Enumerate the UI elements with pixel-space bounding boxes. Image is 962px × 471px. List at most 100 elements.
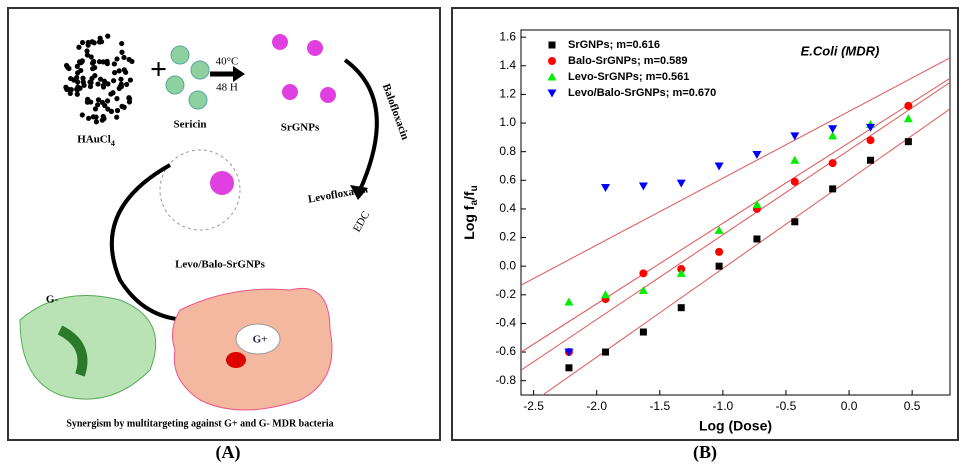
gold-dot <box>114 96 120 102</box>
legend-label: Levo/Balo-SrGNPs; m=0.670 <box>568 87 716 99</box>
gold-dot <box>100 82 106 89</box>
y-tick-label: -0.4 <box>495 316 516 330</box>
legend-label: Balo-SrGNPs; m=0.589 <box>568 55 688 67</box>
gold-dot <box>92 106 99 112</box>
gold-dot <box>99 99 105 105</box>
y-tick-label: 0.2 <box>499 230 516 244</box>
panel-label: (A) <box>216 442 241 463</box>
condition-label: 40°C <box>216 56 239 68</box>
gold-dot <box>121 67 127 73</box>
marker <box>714 225 724 234</box>
gold-dot <box>126 95 132 101</box>
marker <box>547 89 557 98</box>
gold-dot <box>93 119 100 125</box>
marker <box>564 297 574 306</box>
gold-dot <box>84 99 90 105</box>
y-label-part: u <box>469 185 480 191</box>
gold-dot <box>63 62 70 69</box>
gold-dot <box>93 114 99 120</box>
gold-salt <box>63 33 135 125</box>
marker <box>602 348 610 356</box>
fit-lines <box>521 57 950 395</box>
cell-label: G+ <box>253 334 268 346</box>
gold-dot <box>79 112 85 118</box>
x-tick-label: -0.5 <box>776 399 797 413</box>
fit-line <box>521 77 950 353</box>
marker <box>715 262 723 270</box>
gold-dot <box>68 75 74 82</box>
gold-dot <box>90 66 96 72</box>
cell-label: G- <box>46 294 59 306</box>
y-label-part: Log f <box>461 205 477 240</box>
gold-dot <box>95 97 102 103</box>
marker <box>867 156 875 164</box>
gold-dot <box>100 59 106 65</box>
marker <box>866 136 875 145</box>
gold-dot <box>91 40 97 46</box>
x-tick-label: -1.0 <box>713 399 734 413</box>
plot-frame <box>520 29 951 396</box>
gold-dot <box>74 74 80 81</box>
gold-dot <box>74 91 80 97</box>
gold-dot <box>97 76 104 82</box>
marker <box>676 268 686 277</box>
x-axis-label: Log (Dose) <box>699 418 772 434</box>
reagent-label: HAuCl4 <box>77 134 115 149</box>
gold-dot <box>85 39 91 46</box>
fit-line <box>521 81 950 371</box>
gold-dot <box>96 59 103 65</box>
legend-label: SrGNPs; m=0.616 <box>568 39 660 51</box>
gold-dot <box>79 39 86 46</box>
y-tick-label: 0.0 <box>499 258 516 272</box>
marker <box>828 131 838 140</box>
marker <box>639 328 647 336</box>
gold-dot <box>80 75 86 81</box>
panel-label: (B) <box>693 442 717 463</box>
marker <box>548 41 556 49</box>
arrow <box>109 163 191 322</box>
gold-dot <box>104 58 110 64</box>
marker <box>904 101 913 110</box>
marker <box>601 290 611 299</box>
gold-dot <box>79 58 85 65</box>
subscript: 4 <box>111 139 115 148</box>
gold-dot <box>91 58 97 65</box>
marker <box>790 155 800 164</box>
gold-dot <box>127 77 133 83</box>
marker <box>790 177 799 186</box>
gold-dot <box>105 81 111 87</box>
y-tick-label: 1.4 <box>499 58 516 72</box>
x-tick-label: -2.0 <box>586 399 607 413</box>
protein-label: Sericin <box>174 119 207 131</box>
gold-dot <box>126 56 132 63</box>
nucleus <box>226 352 246 368</box>
gold-dot <box>116 68 122 74</box>
gold-dot <box>75 79 81 85</box>
gold-dot <box>104 98 111 104</box>
gold-dot <box>100 113 106 120</box>
gold-dot <box>119 40 125 47</box>
marker <box>715 247 724 256</box>
marker <box>829 185 837 193</box>
y-tick-label: 1.0 <box>499 115 516 129</box>
x-tick-label: -2.5 <box>523 399 544 413</box>
y-tick-label: -0.8 <box>495 373 516 387</box>
plus: + <box>150 53 167 86</box>
marker <box>904 138 912 146</box>
gold-dot <box>88 79 94 86</box>
marker <box>638 182 648 191</box>
gold-dot <box>118 76 124 82</box>
gold-dot <box>88 54 94 60</box>
marker <box>753 235 761 243</box>
marker <box>676 179 686 188</box>
gold-dot <box>95 81 101 87</box>
fit-line <box>521 57 950 286</box>
marker <box>547 72 557 81</box>
y-tick-label: 1.2 <box>499 87 516 101</box>
annotation: E.Coli (MDR) <box>801 43 880 58</box>
gold-dot <box>84 48 90 54</box>
gold-dot <box>108 108 115 114</box>
gold-dot <box>68 87 74 93</box>
